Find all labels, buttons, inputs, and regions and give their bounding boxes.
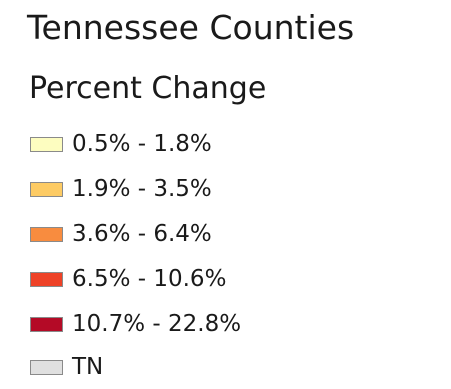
- legend-item: 6.5% - 10.6%: [30, 261, 450, 297]
- legend-swatch: [30, 137, 63, 152]
- legend-item: TN: [30, 349, 450, 385]
- legend-item-label: 3.6% - 6.4%: [72, 221, 212, 247]
- legend-swatch: [30, 182, 63, 197]
- legend-swatch: [30, 317, 63, 332]
- legend-item-label: 1.9% - 3.5%: [72, 176, 212, 202]
- legend-item: 10.7% - 22.8%: [30, 306, 450, 342]
- legend-subtitle: Percent Change: [29, 71, 267, 106]
- legend-item-label: 0.5% - 1.8%: [72, 131, 212, 157]
- legend-title: Tennessee Counties: [27, 8, 355, 47]
- legend-swatch: [30, 227, 63, 242]
- legend-item: 3.6% - 6.4%: [30, 216, 450, 252]
- legend-swatch: [30, 360, 63, 375]
- legend-item: 1.9% - 3.5%: [30, 171, 450, 207]
- legend-item: 0.5% - 1.8%: [30, 126, 450, 162]
- legend-item-label: 6.5% - 10.6%: [72, 266, 227, 292]
- legend-item-label: TN: [72, 354, 104, 380]
- legend-swatch: [30, 272, 63, 287]
- legend-item-label: 10.7% - 22.8%: [72, 311, 242, 337]
